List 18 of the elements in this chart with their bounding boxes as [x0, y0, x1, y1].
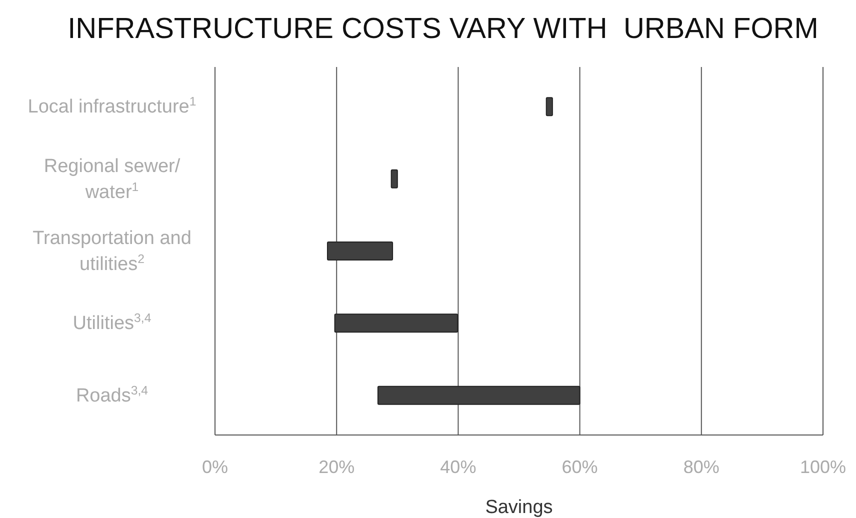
- y-tick-label: Utilities$^{3,4}$: [72, 311, 152, 334]
- y-tick-label: Transportation and utilities$^{2}$: [32, 228, 192, 275]
- x-tick-label: 80%: [683, 457, 720, 477]
- chart-title: INFRASTRUCTURE COSTS VARY WITH URBAN FORM: [68, 13, 818, 45]
- x-axis-title: Savings: [485, 497, 553, 518]
- bar: [377, 386, 580, 405]
- x-tick-label: 100%: [800, 457, 846, 477]
- bar: [390, 169, 398, 188]
- x-tick-label: 0%: [202, 457, 228, 477]
- bar: [326, 242, 394, 260]
- bar: [334, 314, 458, 333]
- x-tick-label: 20%: [318, 457, 355, 477]
- y-tick-label: Regional sewer/ water$^{1}$: [44, 156, 181, 203]
- y-tick-label: Local infrastructure$^{1}$: [28, 94, 196, 118]
- y-tick-label: Roads$^{3,4}$: [76, 383, 148, 406]
- bar: [546, 97, 553, 116]
- x-tick-label: 40%: [440, 457, 476, 477]
- x-tick-label: 60%: [562, 457, 598, 477]
